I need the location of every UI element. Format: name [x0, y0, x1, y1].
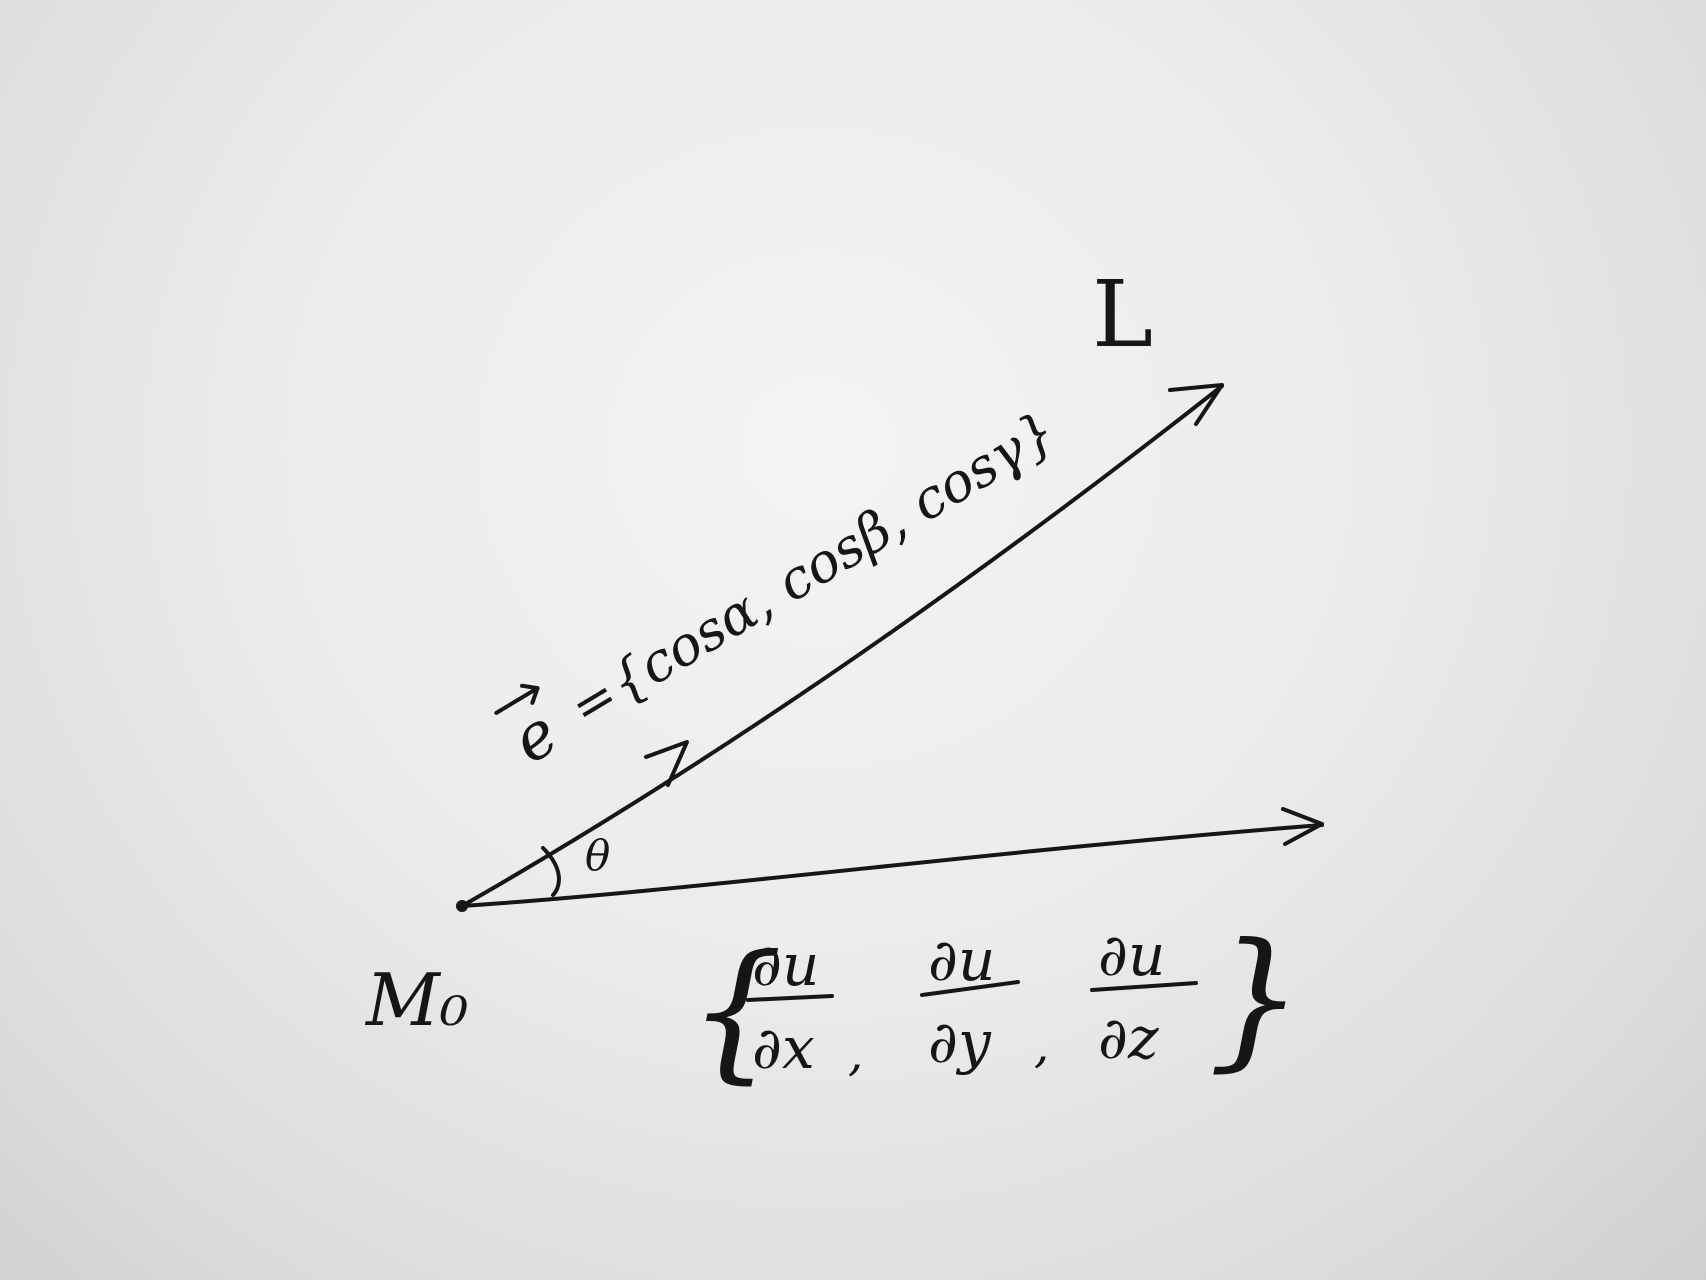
- gradient-vector-arrowhead: [1281, 807, 1324, 846]
- gradient-close-brace: }: [1208, 912, 1303, 1086]
- unit-vector-expression: e = {cosα, cosβ, cosγ}: [494, 399, 1067, 779]
- gradient-denominator-2: ∂y: [928, 1008, 992, 1076]
- gradient-denominator-1: ∂x: [752, 1014, 815, 1082]
- unit-vector-overarrow-icon: [494, 683, 540, 715]
- line-label-l: L: [1092, 261, 1153, 368]
- fraction-bar-3: [1090, 981, 1198, 992]
- gradient-denominator-3: ∂z: [1098, 1004, 1159, 1072]
- gradient-open-brace: {: [688, 924, 783, 1098]
- unit-vector-symbol: e: [500, 696, 571, 779]
- gradient-expression: { ∂u ∂x , ∂u ∂y , ∂u ∂z }: [688, 912, 1303, 1098]
- unit-vector-e-arrowhead: [644, 740, 689, 787]
- fraction-bar-1: [746, 994, 834, 1002]
- gradient-numerator-1: ∂u: [752, 931, 819, 999]
- gradient-numerator-3: ∂u: [1098, 921, 1165, 989]
- angle-arc: [541, 846, 561, 897]
- gradient-separator-2: ,: [1034, 1018, 1049, 1074]
- line-l: [460, 384, 1224, 908]
- line-l-arrowhead: [1168, 383, 1224, 426]
- point-m0-dot: [456, 900, 468, 912]
- point-label-m0: M₀: [364, 958, 469, 1042]
- angle-label-theta: θ: [585, 831, 610, 880]
- gradient-vector-line: [460, 823, 1324, 908]
- fraction-bar-2: [920, 980, 1020, 997]
- gradient-separator-1: ,: [848, 1026, 863, 1082]
- gradient-numerator-2: ∂u: [928, 926, 995, 994]
